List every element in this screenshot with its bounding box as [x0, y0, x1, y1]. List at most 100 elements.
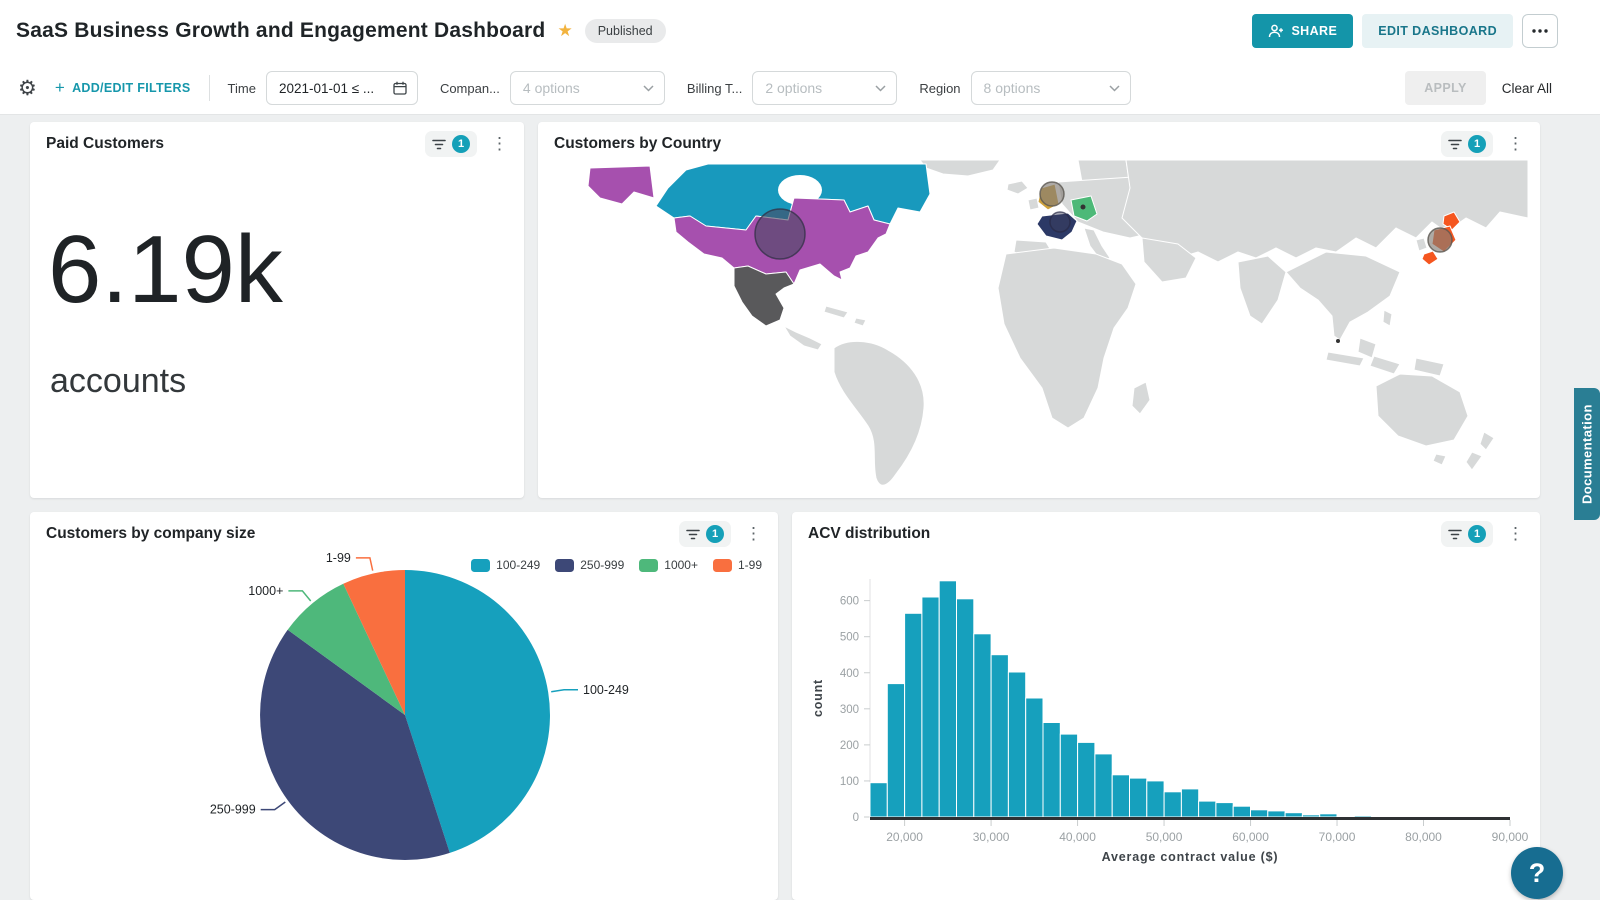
chevron-down-icon — [643, 84, 654, 92]
clear-all-link[interactable]: Clear All — [1501, 80, 1552, 96]
legend-item-100-249[interactable]: 100-249 — [471, 558, 540, 572]
gear-icon[interactable]: ⚙ — [18, 76, 37, 100]
apply-button[interactable]: APPLY — [1405, 71, 1486, 105]
hist-bar[interactable] — [1353, 815, 1373, 818]
hist-bar[interactable] — [956, 598, 975, 818]
customers-by-company-size-card: Customers by company size 1 ⋮ 100-249 250… — [30, 512, 778, 900]
card-filter-chip[interactable]: 1 — [1441, 521, 1493, 547]
card-menu-button[interactable]: ⋮ — [1507, 134, 1524, 153]
land-region — [1465, 451, 1483, 471]
card-menu-button[interactable]: ⋮ — [491, 134, 508, 153]
hist-bar[interactable] — [869, 782, 888, 818]
hist-bar[interactable] — [1059, 733, 1079, 818]
hist-bar[interactable] — [1111, 774, 1131, 818]
hist-bar[interactable] — [1232, 805, 1252, 818]
pie-slice-250-999[interactable] — [260, 629, 450, 860]
map-bubble-france[interactable] — [1049, 211, 1071, 233]
hist-bar[interactable] — [1267, 810, 1286, 818]
legend-swatch — [471, 558, 491, 572]
add-edit-filters-button[interactable]: + ADD/EDIT FILTERS — [55, 78, 191, 98]
region-filter-label: Region — [919, 80, 961, 96]
legend-swatch — [639, 558, 659, 572]
land-region — [1131, 381, 1151, 415]
funnel-icon — [1448, 529, 1462, 539]
pie-slice-1-99[interactable] — [343, 570, 405, 715]
hist-bar[interactable] — [886, 683, 906, 818]
map-dot-germany[interactable] — [1080, 204, 1086, 210]
chevron-down-icon — [875, 84, 886, 92]
card-header: ACV distribution 1 ⋮ — [792, 512, 1540, 556]
map-bubble-united-kingdom[interactable] — [1039, 181, 1065, 207]
share-button[interactable]: SHARE — [1252, 14, 1354, 48]
edit-dashboard-button[interactable]: EDIT DASHBOARD — [1362, 14, 1513, 48]
card-menu-button[interactable]: ⋮ — [745, 524, 762, 543]
hist-bar[interactable] — [904, 612, 923, 818]
country-france[interactable] — [1036, 212, 1078, 241]
hist-bar[interactable] — [1301, 814, 1321, 818]
hist-bar[interactable] — [1007, 671, 1027, 818]
hist-bar[interactable] — [1198, 800, 1217, 818]
kpi-unit: accounts — [50, 362, 187, 400]
hist-bar[interactable] — [938, 580, 957, 818]
filter-count-badge: 1 — [452, 135, 470, 153]
pie-slice-1000+[interactable] — [287, 583, 405, 715]
hist-bar[interactable] — [921, 596, 940, 818]
legend-label: 1-99 — [737, 558, 762, 572]
acv-distribution-card: ACV distribution 1 ⋮ 0 100 200 300 400 500 600… — [792, 512, 1540, 900]
hist-bar[interactable] — [1319, 813, 1338, 818]
hist-bar[interactable] — [1146, 780, 1165, 818]
legend-item-1-99[interactable]: 1-99 — [712, 558, 762, 572]
x-axis-title: Average contract value ($) — [1102, 850, 1279, 864]
card-filter-chip[interactable]: 1 — [1441, 131, 1493, 157]
land-region — [1413, 357, 1445, 377]
page-title: SaaS Business Growth and Engagement Dash… — [16, 19, 546, 42]
map-bubble-japan[interactable] — [1427, 227, 1453, 253]
region-filter-select[interactable]: 8 options — [970, 71, 1131, 105]
card-title: Customers by company size — [46, 525, 256, 542]
card-menu-button[interactable]: ⋮ — [1507, 524, 1524, 543]
legend-item-250-999[interactable]: 250-999 — [555, 558, 624, 572]
hist-bar[interactable] — [1180, 788, 1200, 818]
pie-slice-100-249[interactable] — [405, 570, 550, 853]
country-mexico[interactable] — [733, 265, 795, 327]
favorite-star-icon[interactable]: ★ — [557, 21, 573, 40]
funnel-icon — [686, 529, 700, 539]
hist-bar[interactable] — [1042, 722, 1061, 818]
more-menu-button[interactable] — [1522, 14, 1558, 48]
world-map — [587, 160, 1529, 486]
hist-bar[interactable] — [990, 654, 1009, 818]
map-dot-singapore[interactable] — [1336, 339, 1340, 343]
billing-filter-label: Billing T... — [686, 80, 743, 96]
hist-bar[interactable] — [1284, 812, 1303, 818]
card-filter-chip[interactable]: 1 — [679, 521, 731, 547]
hist-bar[interactable] — [1094, 753, 1113, 818]
hist-bar[interactable] — [1215, 802, 1234, 818]
pie-slice-label: 1-99 — [326, 551, 351, 565]
land-region — [919, 160, 1001, 177]
card-title: Customers by Country — [554, 135, 722, 152]
billing-filter-select[interactable]: 2 options — [752, 71, 898, 105]
hist-bar[interactable] — [1129, 777, 1148, 818]
hist-bar[interactable] — [1077, 741, 1096, 818]
y-tick-label: 400 — [840, 668, 859, 680]
funnel-icon — [1448, 139, 1462, 149]
hist-bar[interactable] — [1163, 791, 1182, 818]
company-filter-value: 4 options — [522, 80, 580, 96]
card-header: Paid Customers 1 ⋮ — [30, 122, 524, 166]
hist-bar[interactable] — [1025, 697, 1044, 818]
time-filter-input[interactable]: 2021-01-01 ≤ ... — [265, 71, 418, 105]
hist-bar[interactable] — [973, 633, 992, 818]
filter-count-badge: 1 — [1468, 135, 1486, 153]
legend-item-1000+[interactable]: 1000+ — [639, 558, 698, 572]
help-button[interactable]: ? — [1511, 847, 1563, 899]
card-filter-chip[interactable]: 1 — [425, 131, 477, 157]
company-filter-select[interactable]: 4 options — [509, 71, 665, 105]
hist-bar[interactable] — [1250, 809, 1269, 818]
add-edit-filters-label: ADD/EDIT FILTERS — [72, 81, 191, 95]
land-region — [1369, 355, 1401, 375]
pie-callout-line — [355, 557, 374, 571]
country-alaska[interactable] — [587, 165, 655, 205]
map-bubble-united-states[interactable] — [754, 208, 806, 260]
documentation-tab[interactable]: Documentation — [1574, 388, 1600, 520]
card-header: Customers by Country 1 ⋮ — [538, 122, 1540, 166]
